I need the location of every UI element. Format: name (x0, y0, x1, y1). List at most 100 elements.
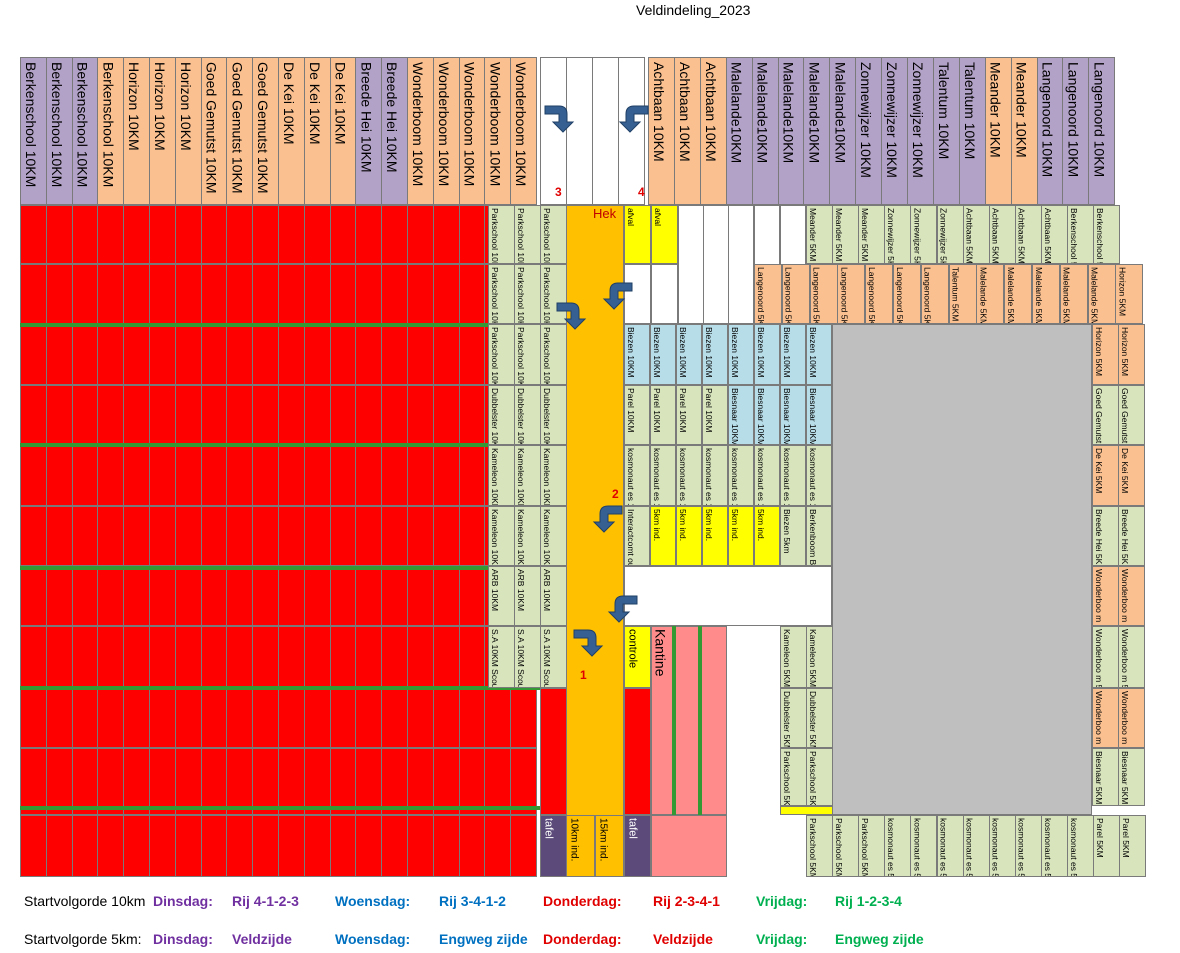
red-plot (355, 205, 383, 264)
plot-10km: Kameleon 10KM (488, 445, 515, 506)
header-col-left: De Kei 10KM (278, 57, 305, 205)
plot-mid: Biesnaar 10KM (806, 385, 832, 445)
red-plot (200, 688, 228, 748)
red-plot (71, 264, 99, 324)
header-label: Achtbaan 10KM (676, 62, 693, 162)
red-plot (278, 264, 305, 324)
plot-mid: Biezen 10KM (754, 324, 780, 385)
red-plot (458, 324, 486, 385)
plot-5km-top: Achtbaan 5KM (1040, 205, 1068, 264)
ind-10km-text: 10km ind. (568, 818, 580, 862)
plot-mid-text: Interactcomt our 5km (625, 509, 636, 566)
red-plot (226, 445, 254, 506)
plot-5km-right-text: Wonderboo m 5KM (1119, 629, 1130, 688)
header-label: Zonnewijzer 10KM (884, 62, 901, 178)
legend-di-10: Dinsdag: (153, 893, 213, 909)
red-plot (97, 815, 125, 877)
red-plot (329, 506, 357, 566)
red-plot (381, 688, 408, 748)
plot-mid-text: 5km ind. (703, 509, 714, 542)
header-label: Goed Gemutst 10KM (229, 62, 246, 194)
plot-5km-top-text: Achtbaan 5KM (990, 208, 1001, 264)
plot-mid-text: 5km ind. (729, 509, 740, 542)
legend-di-5-value: Veldzijde (232, 931, 292, 947)
legend-5km-label: Startvolgorde 5km: (24, 931, 142, 947)
red-plot (329, 815, 357, 877)
plot-5km-right-text: Wonderboo m 5KM (1119, 569, 1130, 626)
red-plot (458, 445, 486, 506)
red-plot (20, 748, 47, 815)
afval-cell-text: afval (652, 208, 663, 226)
red-plot (303, 506, 331, 566)
red-plot (303, 324, 331, 385)
header-label: Berkenschool 10KM (23, 62, 39, 188)
plot-5km-top: Achtbaan 5KM (988, 205, 1016, 264)
header-col-left: Horizon 10KM (123, 57, 150, 205)
header-label: Malelande10KM (832, 62, 849, 164)
plot-5km-bottom-text: kosmonaut es 5KM (1016, 818, 1027, 877)
red-plot (303, 385, 331, 445)
red-plot (432, 445, 460, 506)
kantine-text: Kantine (652, 629, 669, 677)
header-col-right: Zonnewijzer 10KM (907, 57, 934, 205)
plot-5km-top: Berkenschool 5KM (1067, 205, 1094, 264)
red-plot (226, 506, 254, 566)
grey-area (832, 324, 1092, 815)
red-plot (174, 205, 202, 264)
red-plot (252, 385, 279, 445)
plot-mid: kosmonaut es 10KM (754, 445, 780, 506)
red-plot (458, 815, 486, 877)
plot-mid: 5km ind. (650, 506, 676, 566)
legend-di-10-value: Rij 4-1-2-3 (232, 893, 299, 909)
header-col-blank (566, 57, 593, 205)
red-plot (510, 688, 537, 748)
red-plot (458, 385, 486, 445)
plot-mid-text: Biezen 10KM (755, 327, 766, 378)
plot-10km: Parkschool 10KM (540, 324, 567, 385)
header-label: Horizon 10KM (177, 62, 194, 151)
legend-vr-10-value: Rij 1-2-3-4 (835, 893, 902, 909)
header-label: Malelande10KM (780, 62, 797, 164)
red-plot (484, 748, 512, 815)
red-plot (303, 815, 331, 877)
red-plot (123, 748, 150, 815)
plot-5km-top-text: Langenoord 5KM (922, 267, 933, 324)
red-plot (432, 748, 460, 815)
red-plot (174, 566, 202, 626)
header-label: Achtbaan 10KM (651, 62, 667, 162)
plot-5km-right: Wonderboo m 5KM (1092, 626, 1119, 688)
green-divider (20, 443, 565, 447)
red-plot (381, 385, 408, 445)
red-plot (123, 445, 150, 506)
red-plot (407, 506, 434, 566)
red-plot (252, 748, 279, 815)
plot-mid-text: Biezen 10KM (781, 327, 792, 378)
plot-5km-right-text: Biesnaar 5KM (1119, 751, 1130, 805)
red-plot (20, 264, 47, 324)
header-label: Meander 10KM (1013, 62, 1030, 158)
red-plot (278, 506, 305, 566)
header-col-right: Malelande10KM (803, 57, 831, 205)
plot-mid-text: kosmonaut es 10KM (703, 448, 714, 506)
plot-10km: Parkschool 10KM (540, 205, 567, 264)
red-plot (329, 626, 357, 688)
plot-5km-top-text: Talentum 5KM (950, 267, 961, 322)
red-plot (200, 626, 228, 688)
red-plot (71, 445, 99, 506)
red-plot (303, 626, 331, 688)
header-col-left: Breede Hei 10KM (355, 57, 383, 205)
red-plot (355, 385, 383, 445)
legend-do-10: Donderdag: (543, 893, 622, 909)
plot-5km-right: Breede Hei 5KM (1092, 506, 1119, 566)
plot-10km: Dubbelster 10KM (514, 385, 541, 445)
red-plot (71, 626, 99, 688)
header-label: De Kei 10KM (306, 62, 323, 145)
header-col-left: De Kei 10KM (303, 57, 331, 205)
plot-mid: Biezen 10KM (676, 324, 702, 385)
red-plot (149, 688, 176, 748)
plot-10km: S.A 10KM Scouting (514, 626, 541, 688)
red-plot (149, 506, 176, 566)
legend-10km-label: Startvolgorde 10km (24, 893, 146, 909)
header-col-left: Wonderboom 10KM (510, 57, 537, 205)
plot-5km-top: Langenoord 5KM (893, 264, 921, 324)
